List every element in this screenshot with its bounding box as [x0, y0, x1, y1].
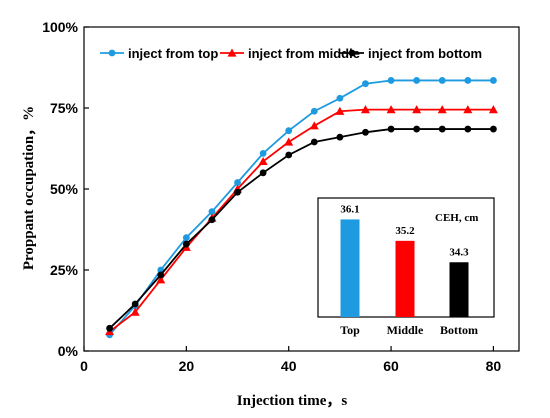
- x-tick-label: 80: [486, 358, 502, 374]
- legend-label: inject from middle: [248, 46, 360, 61]
- data-point: [208, 208, 216, 216]
- data-point: [412, 105, 422, 114]
- data-point: [234, 179, 241, 186]
- data-point: [310, 107, 318, 115]
- data-point: [438, 77, 446, 84]
- data-point: [285, 127, 293, 135]
- data-point: [387, 77, 395, 84]
- series-line: [108, 79, 494, 336]
- data-point: [413, 125, 421, 133]
- data-point: [309, 121, 319, 130]
- legend-label: inject from bottom: [368, 46, 482, 61]
- data-point: [258, 156, 268, 166]
- data-point: [335, 106, 345, 115]
- data-point: [464, 77, 472, 84]
- x-tick-label: 0: [80, 358, 88, 374]
- x-tick-label: 20: [179, 358, 195, 374]
- series-line: [108, 128, 494, 329]
- data-point: [360, 105, 370, 114]
- inset-category-label: Top: [340, 323, 360, 337]
- legend-item-3: inject from bottom: [340, 46, 482, 61]
- legend-item-1: inject from top: [100, 46, 218, 61]
- legend-marker: [348, 49, 356, 57]
- data-point: [182, 240, 190, 248]
- inset-bar-value-label: 35.2: [395, 225, 415, 237]
- data-point: [490, 77, 497, 84]
- data-point: [131, 300, 139, 308]
- data-point: [130, 307, 140, 316]
- legend-label: inject from top: [128, 46, 218, 61]
- x-axis-title: Injection time，s: [237, 393, 348, 409]
- inset-bar-top: [340, 219, 360, 317]
- data-point: [463, 105, 473, 114]
- data-point: [362, 80, 369, 88]
- data-point: [182, 234, 190, 242]
- series-3: [106, 125, 497, 332]
- y-tick-label: 0%: [58, 343, 79, 359]
- inset-category-label: Bottom: [440, 323, 478, 337]
- y-tick-label: 25%: [50, 262, 79, 278]
- inset-category-label: Middle: [387, 323, 424, 337]
- legend-item-2: inject from middle: [220, 46, 360, 61]
- data-point: [362, 128, 369, 136]
- data-point: [310, 138, 318, 146]
- legend-marker: [227, 48, 237, 57]
- data-point: [156, 275, 166, 284]
- data-point: [234, 188, 241, 196]
- data-point: [157, 271, 165, 279]
- y-axis-title: Proppant occupation，%: [21, 106, 37, 270]
- inset-title: CEH, cm: [435, 212, 478, 224]
- legend-marker: [108, 49, 116, 57]
- inset-bar-value-label: 34.3: [449, 246, 469, 258]
- data-point: [208, 216, 216, 224]
- x-tick-label: 60: [383, 358, 399, 374]
- series-line: [109, 108, 494, 333]
- x-tick-label: 40: [281, 358, 297, 374]
- y-tick-label: 75%: [50, 100, 79, 116]
- inset-bar-middle: [395, 240, 415, 317]
- data-point: [438, 125, 446, 133]
- inset-bar-bottom: [449, 262, 469, 317]
- data-point: [336, 133, 344, 141]
- data-point: [386, 105, 396, 114]
- inset-bar-value-label: 36.1: [340, 203, 359, 215]
- y-tick-label: 100%: [42, 19, 78, 35]
- data-point: [284, 137, 294, 146]
- data-point: [413, 77, 421, 84]
- data-point: [437, 105, 447, 114]
- data-point: [259, 169, 267, 177]
- data-point: [387, 125, 395, 133]
- data-point: [336, 94, 344, 102]
- data-point: [490, 125, 497, 133]
- data-point: [259, 149, 267, 157]
- data-point: [285, 151, 293, 159]
- data-point: [488, 105, 498, 114]
- data-point: [464, 125, 472, 133]
- y-tick-label: 50%: [50, 181, 79, 197]
- data-point: [106, 324, 113, 332]
